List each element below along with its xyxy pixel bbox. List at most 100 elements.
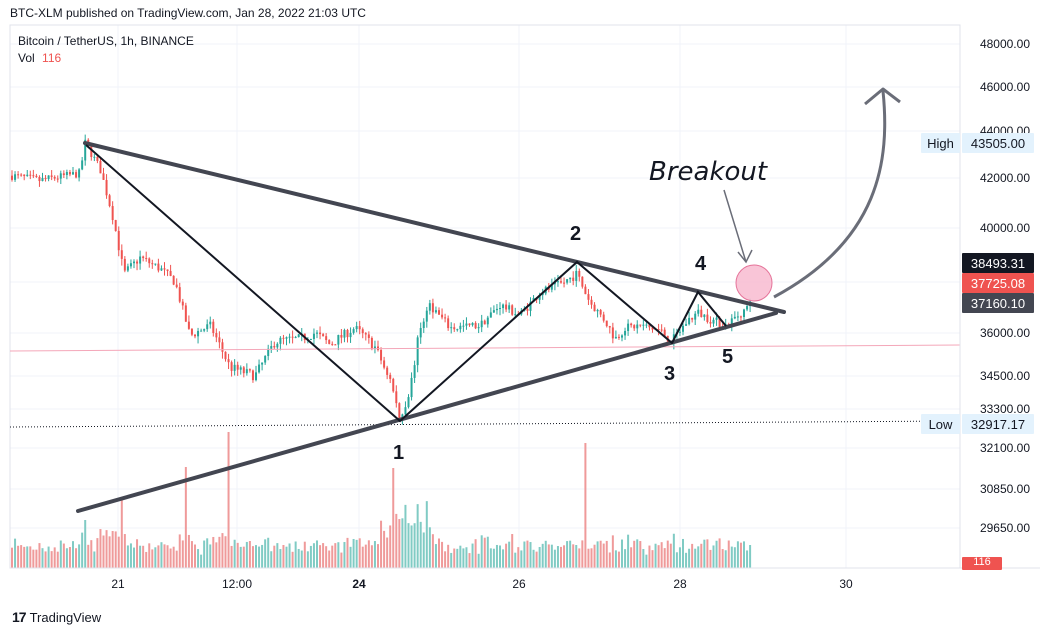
volume-bar xyxy=(428,527,431,568)
candle-body xyxy=(447,318,450,329)
candle-body xyxy=(578,270,581,277)
candle-body xyxy=(105,179,108,196)
volume-bar xyxy=(642,549,645,568)
volume-bar xyxy=(151,549,154,568)
wave-label-5: 5 xyxy=(722,346,733,368)
volume-bar xyxy=(535,551,538,568)
candle-body xyxy=(462,325,465,327)
volume-bar xyxy=(340,552,343,568)
volume-bar xyxy=(309,545,312,568)
time-axis[interactable]: 21 12:00 24 26 28 30 xyxy=(10,567,1040,591)
volume-bar xyxy=(599,540,602,568)
time-tick-label: 28 xyxy=(673,577,687,591)
volume-bar xyxy=(84,520,87,568)
candle-body xyxy=(322,334,325,337)
footer-brand[interactable]: 17 TradingView xyxy=(12,609,101,625)
volume-bar xyxy=(233,539,236,568)
candle-body xyxy=(614,336,617,339)
volume-bar xyxy=(743,541,745,568)
volume-bar xyxy=(105,530,108,568)
volume-bar xyxy=(688,548,691,568)
candle-body xyxy=(227,359,230,363)
symbol-title[interactable]: Bitcoin / TetherUS, 1h, BINANCE xyxy=(18,34,194,48)
candle-body xyxy=(157,263,160,271)
candle-body xyxy=(556,281,559,283)
candle-body xyxy=(660,329,663,331)
volume-bar xyxy=(163,544,166,568)
candle-body xyxy=(282,337,285,339)
candle-body xyxy=(276,343,279,348)
volume-bar xyxy=(630,547,633,568)
volume-bar xyxy=(678,547,681,568)
volume-bar xyxy=(291,551,294,568)
volume-bar xyxy=(563,545,566,568)
volume-bar xyxy=(413,523,416,568)
candle-body xyxy=(712,319,715,324)
volume-bar xyxy=(505,543,508,568)
candle-body xyxy=(459,325,462,330)
wave-zigzag xyxy=(85,144,727,423)
volume-bar xyxy=(206,538,209,568)
volume-bar xyxy=(47,546,50,568)
candle-body xyxy=(468,323,471,326)
volume-bar xyxy=(306,551,309,568)
candle-body xyxy=(221,342,224,352)
candle-body xyxy=(386,367,389,375)
time-tick-label: 24 xyxy=(352,577,366,591)
candle-body xyxy=(197,330,200,337)
volume-bar xyxy=(316,540,318,568)
candle-body xyxy=(294,337,297,339)
candle-body xyxy=(596,309,599,312)
high-price-value-bg xyxy=(962,133,1034,153)
volume-bar xyxy=(294,541,297,568)
breakout-circle xyxy=(735,264,773,302)
volume-bar xyxy=(596,541,599,568)
price-axis[interactable]: 48000.0046000.0044000.0042000.0040000.00… xyxy=(959,25,1030,568)
volume-bar xyxy=(727,540,730,568)
volume-bar xyxy=(279,549,282,568)
candle-body xyxy=(569,277,572,280)
candle-body xyxy=(508,305,511,310)
volume-bar xyxy=(614,550,617,568)
candle-body xyxy=(114,220,117,231)
volume-bar xyxy=(611,535,614,568)
volume-bar xyxy=(489,548,492,568)
volume-bar xyxy=(72,541,74,568)
volume-bar xyxy=(148,543,151,568)
candle-body xyxy=(117,230,120,251)
candle-body xyxy=(139,256,142,264)
candle-body xyxy=(489,312,492,318)
volume-bar xyxy=(96,538,99,568)
candle-body xyxy=(187,321,190,329)
volume-bar xyxy=(746,550,749,568)
volume-bar xyxy=(169,548,172,568)
volume-bar xyxy=(175,550,178,568)
volume-bar xyxy=(377,544,379,568)
candle-body xyxy=(285,337,288,339)
candle-body xyxy=(331,343,334,345)
volume-bar xyxy=(499,545,501,568)
candle-body xyxy=(59,173,62,179)
candle-body xyxy=(270,346,273,349)
candle-body xyxy=(133,261,135,264)
volume-bar xyxy=(453,548,456,568)
candle-body xyxy=(44,178,47,180)
volume-bar xyxy=(627,534,630,568)
volume-bar xyxy=(361,546,364,568)
volume-bar xyxy=(181,540,184,568)
candle-body xyxy=(486,317,489,325)
volume-bar xyxy=(264,539,267,568)
candle-body xyxy=(584,286,587,295)
volume-bar xyxy=(383,530,386,568)
volume-bar xyxy=(62,543,65,568)
candle-body xyxy=(337,335,340,345)
volume-bar xyxy=(184,467,187,568)
volume-bar xyxy=(288,543,291,568)
volume-bar xyxy=(337,542,340,568)
volume-bar xyxy=(136,539,139,568)
candle-body xyxy=(703,314,706,318)
volume-bar xyxy=(422,532,425,568)
volume-bar xyxy=(20,545,23,568)
candle-body xyxy=(663,329,666,336)
